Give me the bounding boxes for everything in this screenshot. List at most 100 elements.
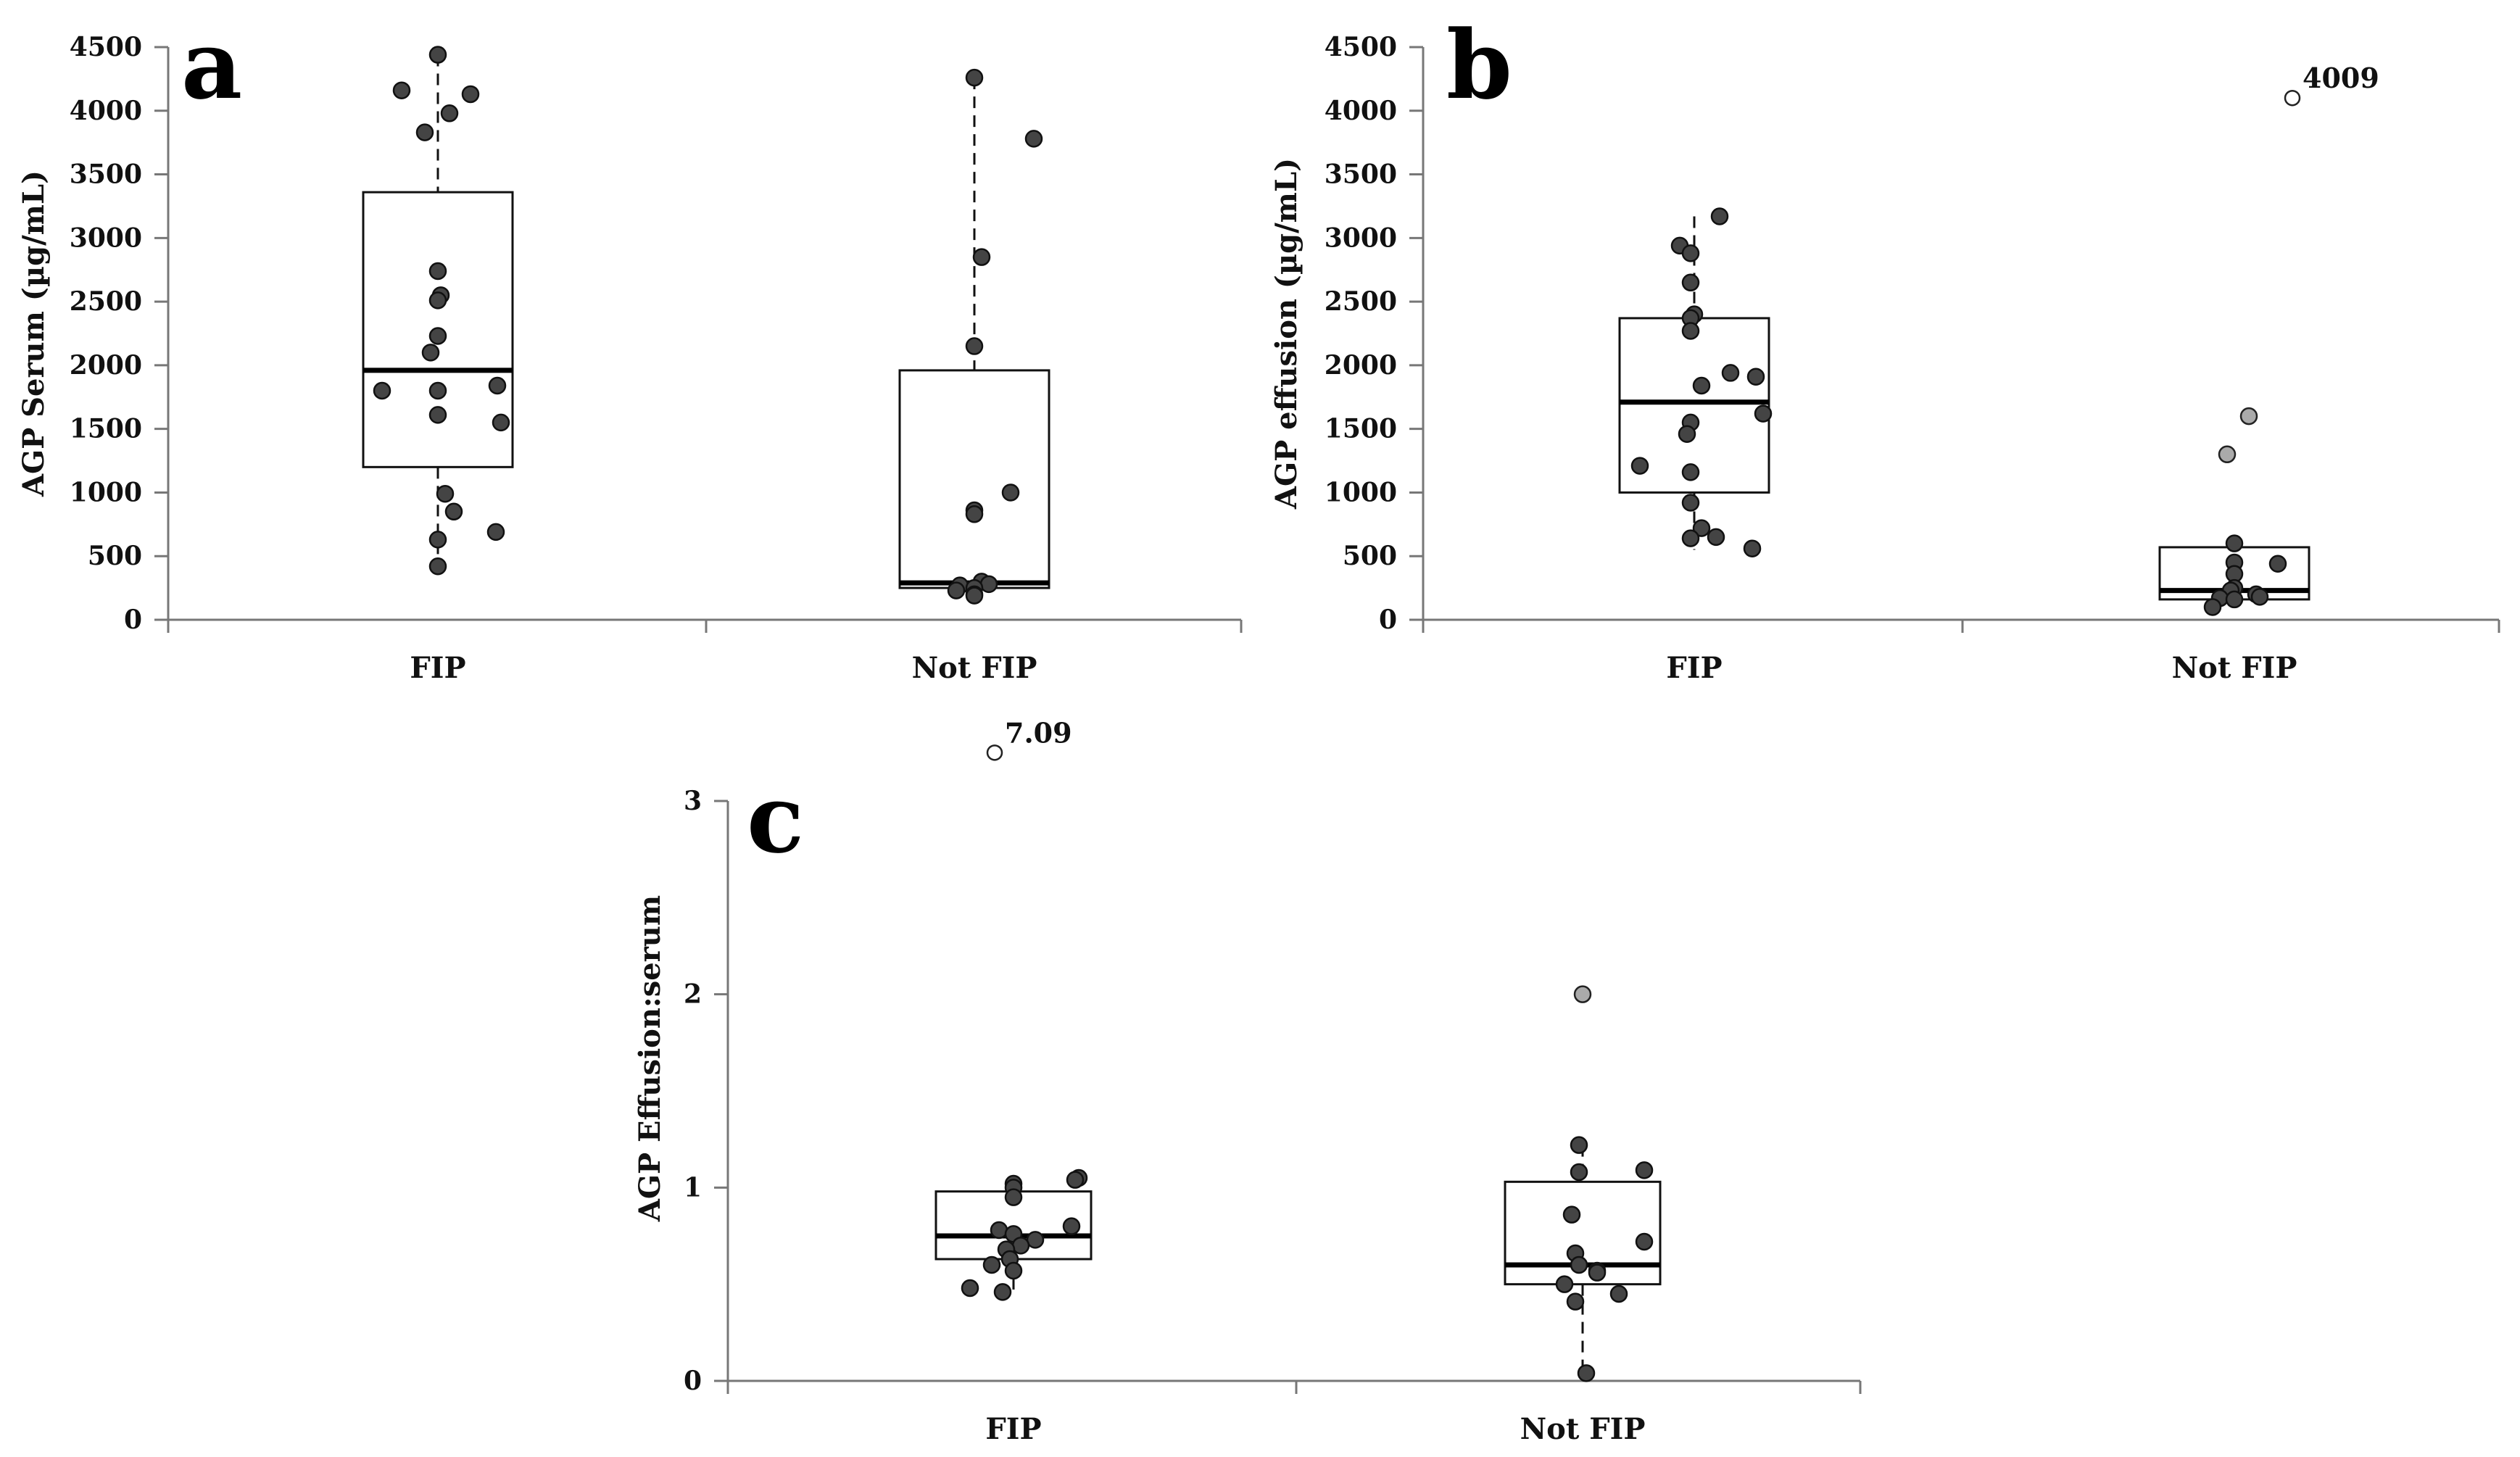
data-point <box>965 505 984 523</box>
y-tick-label: 2000 <box>1325 350 1397 381</box>
data-point <box>982 1255 1001 1274</box>
y-tick-label: 1500 <box>1325 414 1397 444</box>
y-tick-label: 2500 <box>70 286 142 317</box>
data-point <box>1024 130 1043 148</box>
y-tick-label: 2500 <box>1325 286 1397 317</box>
data-point <box>979 575 998 594</box>
y-tick-label: 2000 <box>70 350 142 381</box>
data-point <box>1004 1261 1023 1280</box>
data-point <box>961 1279 979 1298</box>
category-label-notfip-c: Not FIP <box>1520 1412 1646 1446</box>
data-point <box>1681 463 1700 481</box>
data-point <box>428 381 447 400</box>
category-label-notfip-a: Not FIP <box>912 651 1037 685</box>
y-tick-label: 3000 <box>70 223 142 253</box>
data-point <box>440 104 459 123</box>
data-point <box>436 484 455 503</box>
outlier-point <box>2284 89 2301 107</box>
y-axis-title-b: AGP effusion (µg/mL) <box>1269 158 1303 510</box>
data-point <box>1635 1232 1654 1251</box>
outlier-label: 7.09 <box>1005 716 1072 749</box>
data-point <box>1570 1163 1588 1182</box>
data-point-grey <box>1573 985 1592 1003</box>
data-point <box>1011 1237 1030 1255</box>
data-point <box>1635 1161 1654 1179</box>
data-point <box>1609 1284 1628 1303</box>
iqr-box <box>898 369 1050 589</box>
data-point <box>965 586 984 605</box>
data-point <box>965 68 984 87</box>
data-point <box>461 85 480 104</box>
data-point <box>1692 519 1711 537</box>
y-axis-title-c: AGP Effusion:serum <box>633 895 667 1222</box>
panel-a: a AGP Serum (µg/mL) 0 500 1000 1500 2000 2500… <box>17 9 1243 685</box>
outlier-label: 4009 <box>2303 62 2379 94</box>
data-point <box>993 1283 1012 1301</box>
data-point <box>2225 590 2244 609</box>
data-point <box>1570 1255 1588 1274</box>
data-point <box>1681 494 1700 512</box>
data-point <box>1630 457 1649 475</box>
data-point <box>428 531 447 549</box>
data-point <box>428 557 447 576</box>
y-tick-label: 500 <box>88 541 142 571</box>
y-tick-label: 500 <box>1343 541 1397 571</box>
data-point <box>1743 539 1762 557</box>
data-point <box>1681 529 1700 547</box>
y-tick-label: 3 <box>684 786 702 816</box>
y-tick-label: 1000 <box>1325 477 1397 507</box>
y-axis-title-a: AGP Serum (µg/mL) <box>17 170 51 497</box>
y-tick-label: 0 <box>124 605 142 635</box>
y-tick-label: 1 <box>684 1172 702 1203</box>
category-label-notfip-b: Not FIP <box>2172 651 2297 685</box>
data-point <box>1577 1364 1596 1382</box>
data-point <box>1588 1263 1607 1282</box>
data-point <box>1562 1205 1581 1224</box>
data-point <box>1570 1136 1588 1154</box>
data-point <box>1001 483 1020 502</box>
iqr-box <box>1618 317 1770 494</box>
y-tick-label: 4500 <box>1325 32 1397 62</box>
data-point <box>1710 207 1729 225</box>
data-point <box>2268 555 2287 573</box>
data-point <box>2225 534 2244 552</box>
data-point <box>1692 376 1711 395</box>
outlier-point <box>986 744 1003 761</box>
data-point-grey <box>2239 407 2258 426</box>
data-point <box>947 581 966 599</box>
data-point <box>492 413 510 432</box>
data-point <box>1681 273 1700 292</box>
y-tick-label: 3500 <box>1325 159 1397 190</box>
data-point <box>1026 1231 1045 1249</box>
data-point <box>1004 1188 1023 1206</box>
data-point <box>488 376 507 395</box>
data-point <box>421 344 440 362</box>
data-point <box>2250 588 2269 606</box>
data-point <box>990 1221 1008 1240</box>
data-point <box>1707 528 1725 547</box>
data-point <box>1066 1171 1085 1189</box>
y-tick-label: 3500 <box>70 159 142 190</box>
data-point <box>428 406 447 424</box>
data-point <box>486 523 505 541</box>
data-point <box>1566 1292 1585 1311</box>
y-tick-label: 2 <box>684 979 702 1010</box>
y-tick-label: 4500 <box>70 32 142 62</box>
data-point <box>428 46 447 64</box>
data-point <box>444 502 463 521</box>
data-point <box>1678 425 1696 443</box>
data-point <box>392 81 411 99</box>
panel-b: b AGP effusion (µg/mL) 0 500 1000 1500 2000 2… <box>1269 9 2500 685</box>
category-label-fip-a: FIP <box>410 651 465 685</box>
data-point-grey <box>2218 445 2237 464</box>
data-point <box>1681 244 1700 262</box>
y-tick-label: 0 <box>1379 605 1397 635</box>
data-point <box>428 327 447 345</box>
category-label-fip-c: FIP <box>985 1412 1041 1446</box>
data-point <box>1681 322 1700 340</box>
panel-letter-a: a <box>181 9 242 120</box>
data-point <box>1721 364 1740 382</box>
y-tick-label: 0 <box>684 1366 702 1396</box>
y-tick-label: 4000 <box>1325 96 1397 126</box>
